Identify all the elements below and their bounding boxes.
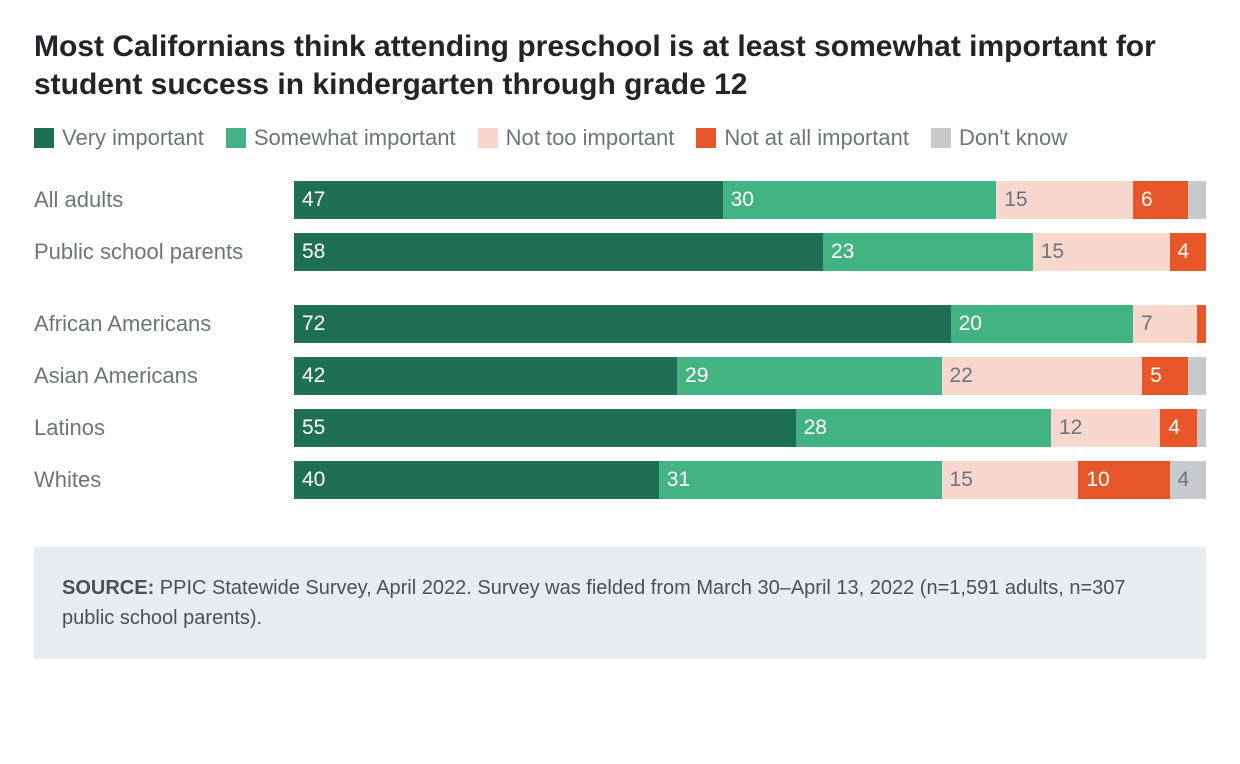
bar-row: Public school parents5823154 — [34, 233, 1206, 271]
row-label: Latinos — [34, 415, 294, 441]
bar-segment: 42 — [294, 357, 677, 395]
row-label: African Americans — [34, 311, 294, 337]
bar-segment: 55 — [294, 409, 796, 447]
bar-segment: 10 — [1078, 461, 1169, 499]
legend-item: Not too important — [478, 125, 675, 151]
legend-label: Not at all important — [724, 125, 909, 151]
bar-segment: 6 — [1133, 181, 1188, 219]
legend-item: Don't know — [931, 125, 1067, 151]
bar-segment: 28 — [796, 409, 1051, 447]
bar-segment — [1188, 357, 1206, 395]
source-text: PPIC Statewide Survey, April 2022. Surve… — [62, 577, 1126, 629]
source-label: SOURCE: — [62, 577, 154, 599]
legend-swatch — [226, 128, 246, 148]
bar-segment — [1197, 409, 1206, 447]
bar-segment: 31 — [659, 461, 942, 499]
legend-swatch — [696, 128, 716, 148]
legend-swatch — [478, 128, 498, 148]
bar-segment: 5 — [1142, 357, 1188, 395]
source-note: SOURCE: PPIC Statewide Survey, April 202… — [34, 547, 1206, 659]
bar-segment: 15 — [1033, 233, 1170, 271]
legend-label: Not too important — [506, 125, 675, 151]
bar-segment: 15 — [996, 181, 1133, 219]
bar-group: African Americans72207Asian Americans422… — [34, 305, 1206, 499]
stacked-bar: 72207 — [294, 305, 1206, 343]
bar-segment: 47 — [294, 181, 723, 219]
chart-area: All adults4730156Public school parents58… — [34, 181, 1206, 499]
row-label: Whites — [34, 467, 294, 493]
legend-label: Very important — [62, 125, 204, 151]
bar-segment: 22 — [942, 357, 1143, 395]
row-label: All adults — [34, 187, 294, 213]
row-label: Asian Americans — [34, 363, 294, 389]
bar-segment — [1197, 305, 1206, 343]
bar-row: Whites403115104 — [34, 461, 1206, 499]
legend: Very important Somewhat important Not too … — [34, 125, 1206, 151]
bar-segment — [1188, 181, 1206, 219]
legend-swatch — [34, 128, 54, 148]
bar-segment: 4 — [1170, 461, 1206, 499]
row-label: Public school parents — [34, 239, 294, 265]
bar-segment: 30 — [723, 181, 997, 219]
bar-segment: 15 — [942, 461, 1079, 499]
bar-segment: 4 — [1170, 233, 1206, 271]
legend-item: Somewhat important — [226, 125, 456, 151]
legend-item: Not at all important — [696, 125, 909, 151]
stacked-bar: 403115104 — [294, 461, 1206, 499]
legend-label: Don't know — [959, 125, 1067, 151]
bar-row: Latinos5528124 — [34, 409, 1206, 447]
bar-row: African Americans72207 — [34, 305, 1206, 343]
stacked-bar: 5528124 — [294, 409, 1206, 447]
bar-row: Asian Americans4229225 — [34, 357, 1206, 395]
stacked-bar: 4730156 — [294, 181, 1206, 219]
legend-item: Very important — [34, 125, 204, 151]
bar-segment: 29 — [677, 357, 941, 395]
chart-title: Most Californians think attending presch… — [34, 28, 1206, 103]
bar-segment: 4 — [1160, 409, 1196, 447]
bar-segment: 72 — [294, 305, 951, 343]
bar-segment: 12 — [1051, 409, 1160, 447]
bar-row: All adults4730156 — [34, 181, 1206, 219]
stacked-bar: 4229225 — [294, 357, 1206, 395]
bar-segment: 20 — [951, 305, 1133, 343]
legend-label: Somewhat important — [254, 125, 456, 151]
bar-segment: 40 — [294, 461, 659, 499]
bar-segment: 7 — [1133, 305, 1197, 343]
bar-segment: 58 — [294, 233, 823, 271]
bar-segment: 23 — [823, 233, 1033, 271]
legend-swatch — [931, 128, 951, 148]
stacked-bar: 5823154 — [294, 233, 1206, 271]
bar-group: All adults4730156Public school parents58… — [34, 181, 1206, 271]
